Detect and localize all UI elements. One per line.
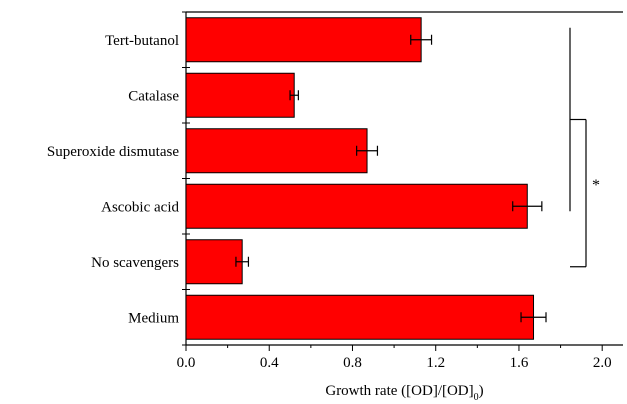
error-bars <box>235 34 547 323</box>
bar <box>185 128 368 174</box>
category-label: Superoxide dismutase <box>47 144 179 160</box>
bar <box>185 183 528 229</box>
x-axis-title-subscript: 0 <box>474 392 479 403</box>
category-label: Catalase <box>128 88 179 104</box>
x-tick-label: 1.6 <box>510 355 529 371</box>
category-label: No scavengers <box>91 255 179 271</box>
category-labels: Tert-butanol Catalase Superoxide dismutase… <box>47 33 180 327</box>
x-ticks: 0.0 0.4 0.8 1.2 1.6 2.0 <box>177 345 612 371</box>
bar <box>185 294 535 340</box>
x-tick-label: 2.0 <box>593 355 612 371</box>
category-label: Medium <box>128 310 179 326</box>
x-axis-title-main: Growth rate ([OD]/[OD] <box>325 383 473 399</box>
x-tick-label: 0.0 <box>177 355 196 371</box>
category-label: Tert-butanol <box>105 33 179 49</box>
x-tick-label: 1.2 <box>426 355 445 371</box>
bar <box>185 72 295 118</box>
bar <box>185 239 243 285</box>
x-axis-title: Growth rate ([OD]/[OD]0) <box>325 383 483 403</box>
axes <box>182 11 623 346</box>
bars <box>185 17 535 340</box>
category-label: Ascobic acid <box>101 199 179 215</box>
x-tick-label: 0.8 <box>343 355 362 371</box>
significance-bracket: * <box>569 27 600 268</box>
bar <box>185 17 422 63</box>
x-tick-label: 0.4 <box>260 355 279 371</box>
significance-label: * <box>592 177 600 194</box>
x-axis-title-tail: ) <box>479 383 484 399</box>
